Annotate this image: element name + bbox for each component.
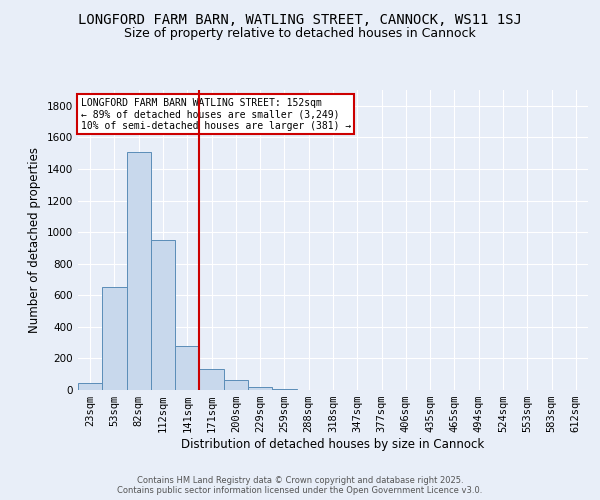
Text: Size of property relative to detached houses in Cannock: Size of property relative to detached ho…: [124, 28, 476, 40]
Text: LONGFORD FARM BARN, WATLING STREET, CANNOCK, WS11 1SJ: LONGFORD FARM BARN, WATLING STREET, CANN…: [78, 12, 522, 26]
Bar: [102, 288, 127, 390]
X-axis label: Distribution of detached houses by size in Cannock: Distribution of detached houses by size …: [181, 438, 485, 451]
Bar: [248, 387, 272, 390]
Bar: [151, 240, 175, 390]
Text: Contains HM Land Registry data © Crown copyright and database right 2025.
Contai: Contains HM Land Registry data © Crown c…: [118, 476, 482, 495]
Bar: [199, 368, 224, 390]
Y-axis label: Number of detached properties: Number of detached properties: [28, 147, 41, 333]
Bar: [272, 388, 296, 390]
Bar: [224, 380, 248, 390]
Bar: [127, 152, 151, 390]
Text: LONGFORD FARM BARN WATLING STREET: 152sqm
← 89% of detached houses are smaller (: LONGFORD FARM BARN WATLING STREET: 152sq…: [80, 98, 351, 130]
Bar: [175, 346, 199, 390]
Bar: [78, 383, 102, 390]
